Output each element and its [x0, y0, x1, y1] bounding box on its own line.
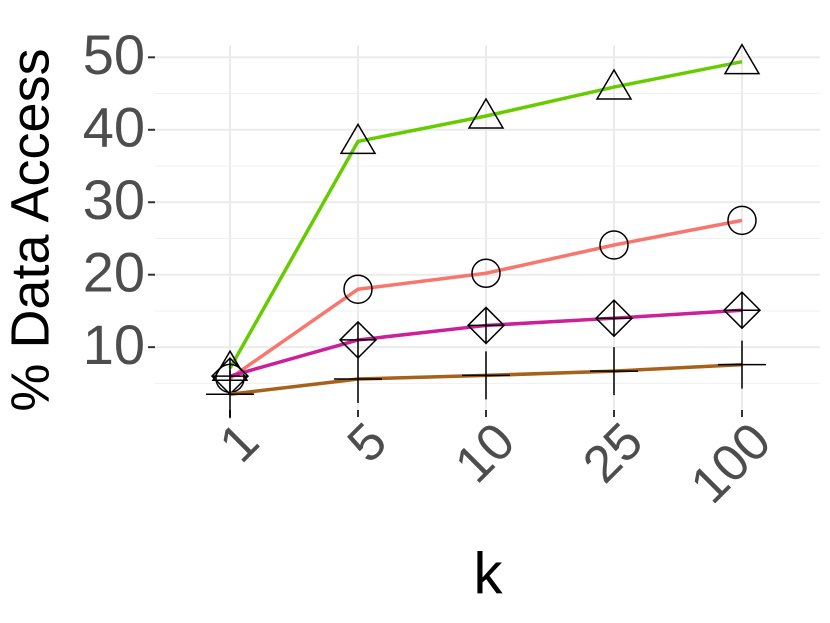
point-marker	[206, 370, 254, 419]
point-marker	[723, 43, 761, 75]
marker-plus	[340, 321, 376, 358]
marker-plus	[206, 370, 254, 419]
y-tick-label: 40	[83, 96, 145, 159]
marker-triangle	[339, 122, 377, 155]
y-tick-label: 50	[83, 23, 145, 86]
point-marker	[727, 205, 757, 236]
x-tick-label: 5	[337, 412, 398, 473]
point-marker	[722, 291, 762, 330]
marker-plus	[334, 355, 382, 404]
marker-circle	[599, 230, 629, 260]
marker-plus	[724, 292, 760, 329]
point-marker	[339, 122, 377, 155]
marker-triangle	[723, 43, 761, 75]
x-tick-label: 100	[680, 412, 782, 514]
x-axis-title: k	[474, 541, 504, 606]
marker-triangle	[467, 97, 505, 129]
marker-circle	[727, 205, 757, 236]
x-tick-label: 25	[572, 412, 654, 494]
marker-plus	[718, 340, 766, 389]
point-marker	[338, 320, 378, 359]
marker-plus	[590, 347, 638, 396]
x-tick-label: 10	[444, 412, 526, 494]
marker-circle	[471, 258, 501, 289]
y-tick-label: 30	[83, 168, 145, 231]
point-marker	[471, 258, 501, 289]
y-tick-label: 10	[83, 313, 145, 376]
series-line	[228, 59, 743, 370]
point-marker	[590, 347, 638, 396]
marker-plus	[462, 351, 510, 400]
marker-plus	[468, 307, 504, 344]
point-marker	[718, 340, 766, 389]
marker-diamond	[466, 306, 506, 345]
point-marker	[595, 68, 633, 100]
point-marker	[462, 351, 510, 400]
marker-triangle	[595, 68, 633, 100]
y-tick-label: 20	[83, 241, 145, 304]
point-marker	[467, 97, 505, 129]
point-marker	[334, 355, 382, 404]
point-marker	[599, 230, 629, 260]
series-line	[228, 218, 743, 380]
x-tick-label: 1	[209, 412, 270, 473]
marker-plus	[596, 300, 632, 337]
point-marker	[466, 306, 506, 345]
y-axis-title: % Data Access	[0, 48, 60, 411]
marker-circle	[343, 274, 373, 304]
point-marker	[594, 299, 634, 338]
point-marker	[343, 274, 373, 304]
